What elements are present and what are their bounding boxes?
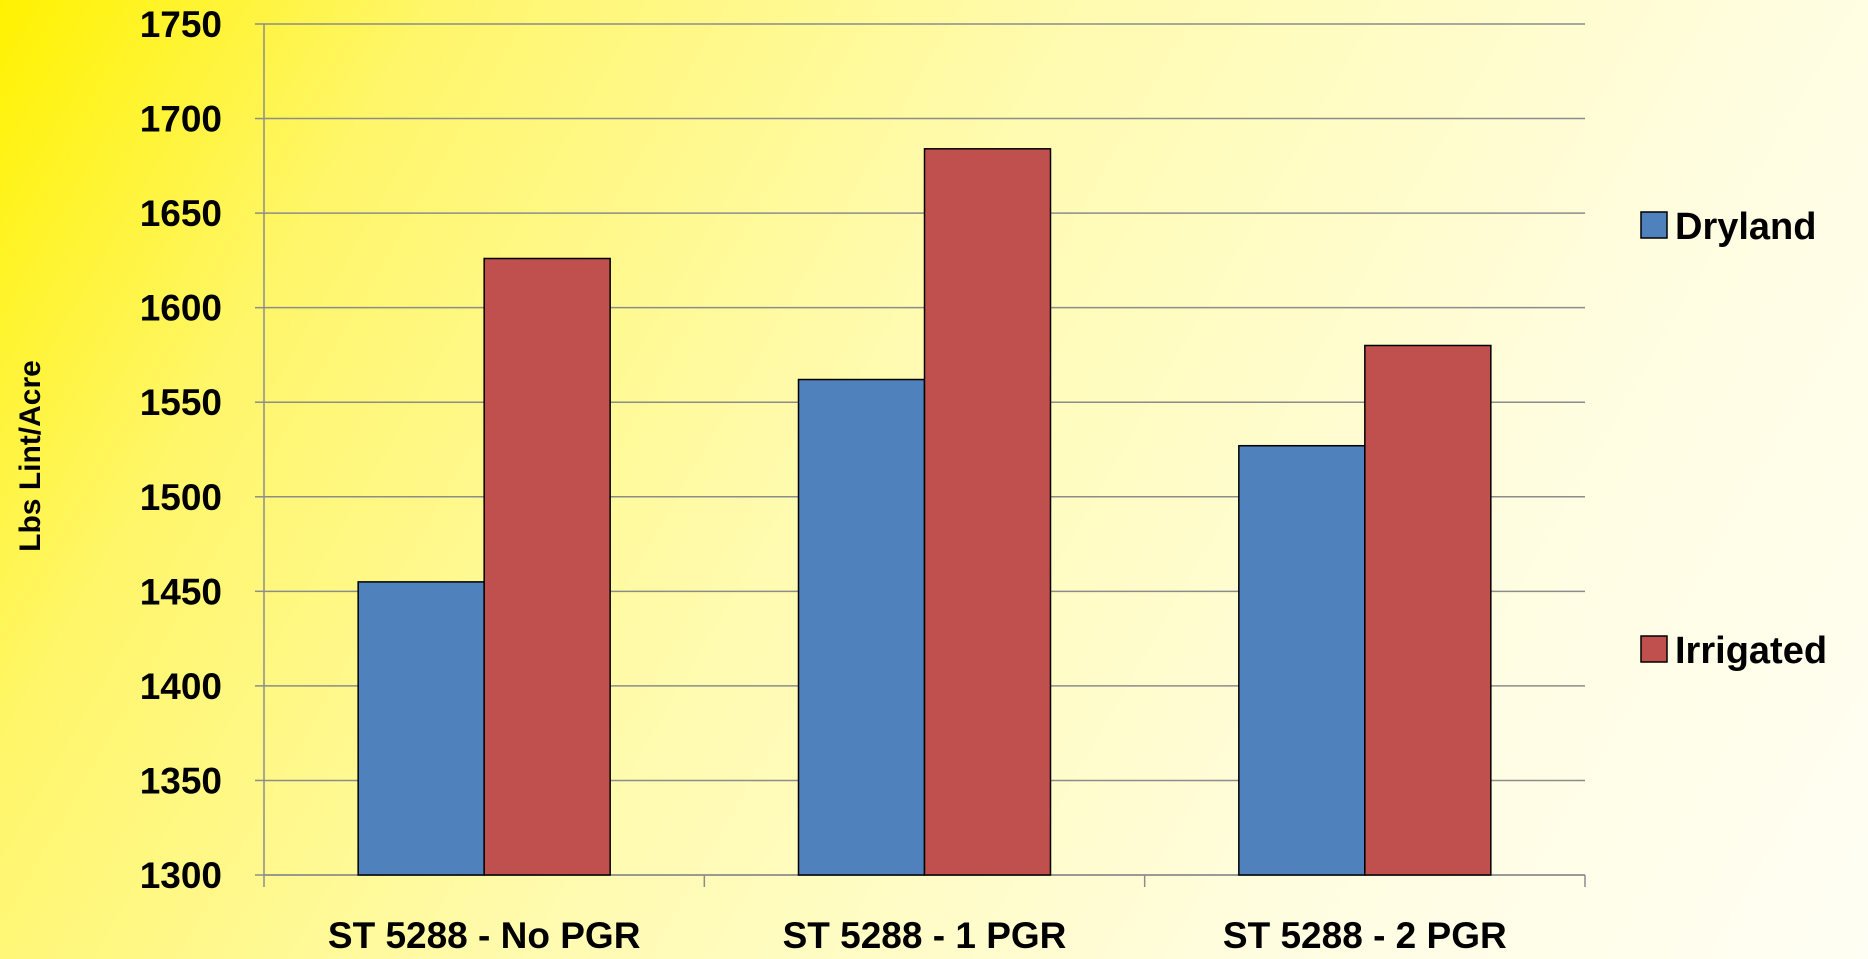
y-tick-label: 1750 [140, 4, 222, 45]
x-tick-label: ST 5288 - No PGR [328, 915, 641, 956]
y-tick-label: 1350 [140, 760, 222, 801]
legend-item-dryland[interactable]: Dryland [1640, 206, 1816, 248]
y-tick-label: 1400 [140, 666, 222, 707]
legend-swatch-irrigated [1640, 635, 1668, 663]
y-axis-title: Lbs Lint/Acre [14, 360, 47, 552]
legend-label-irrigated: Irrigated [1675, 630, 1827, 672]
y-tick-label: 1650 [140, 193, 222, 234]
y-tick-label: 1300 [140, 855, 222, 896]
bars [357, 148, 1492, 876]
legend-swatch-dryland [1640, 211, 1668, 239]
legend-item-irrigated[interactable]: Irrigated [1640, 630, 1827, 672]
y-tick-label: 1450 [140, 571, 222, 612]
y-tick-label: 1600 [140, 288, 222, 329]
bar-irrigated-3 [1364, 344, 1492, 876]
bar-dryland-1 [357, 581, 485, 876]
y-tick-label: 1700 [140, 99, 222, 140]
bar-dryland-3 [1238, 444, 1366, 876]
bar-irrigated-1 [483, 257, 611, 876]
x-tick-label: ST 5288 - 1 PGR [783, 915, 1067, 956]
y-tick-labels: 1300 1350 1400 1450 1500 1550 1600 1650 1700 1750 [140, 4, 222, 896]
x-tick-label: ST 5288 - 2 PGR [1223, 915, 1507, 956]
y-tick-label: 1550 [140, 382, 222, 423]
bar-irrigated-2 [923, 148, 1052, 876]
bar-dryland-2 [797, 378, 926, 876]
legend[interactable]: Dryland Irrigated [1640, 206, 1827, 672]
legend-label-dryland: Dryland [1675, 206, 1816, 248]
x-tick-labels: ST 5288 - No PGR ST 5288 - 1 PGR ST 5288 -… [328, 915, 1507, 956]
y-tick-label: 1500 [140, 477, 222, 518]
